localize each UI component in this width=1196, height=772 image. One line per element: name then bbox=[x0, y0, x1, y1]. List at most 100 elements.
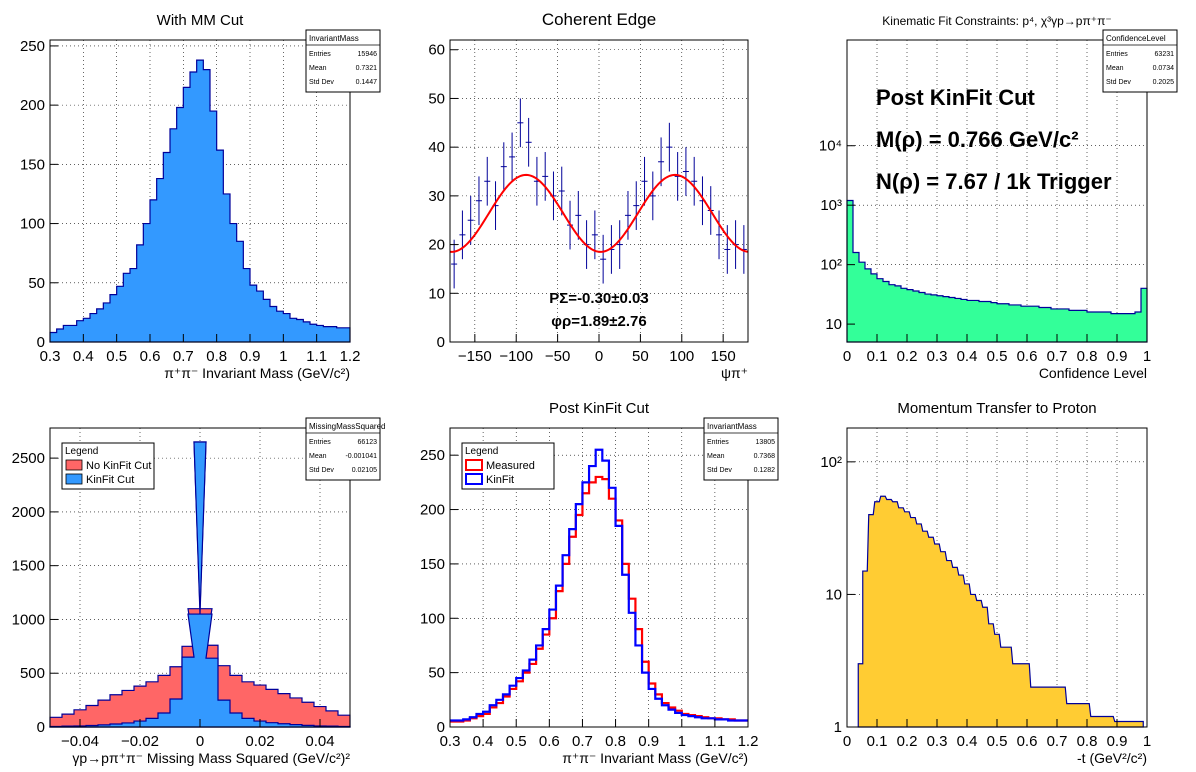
y-tick-label: 100 bbox=[20, 216, 45, 233]
x-tick-label: 0 bbox=[595, 348, 603, 365]
y-tick-label: 10 bbox=[428, 285, 445, 302]
y-tick-label: 0 bbox=[437, 719, 445, 736]
y-tick-label: 1500 bbox=[12, 558, 45, 575]
stats-name: InvariantMass bbox=[707, 422, 757, 431]
x-tick-label: 0.8 bbox=[206, 348, 227, 365]
x-tick-label: 0.9 bbox=[638, 733, 659, 750]
y-tick-label: 0 bbox=[37, 334, 45, 351]
x-tick-label: 0.4 bbox=[957, 348, 978, 365]
stats-key: Entries bbox=[309, 439, 331, 446]
x-tick-label: 0.9 bbox=[240, 348, 261, 365]
legend-label: KinFit Cut bbox=[86, 474, 134, 486]
x-tick-label: −0.02 bbox=[121, 733, 159, 750]
stats-key: Mean bbox=[309, 65, 327, 72]
stats-key: Std Dev bbox=[1106, 79, 1131, 86]
x-tick-label: 150 bbox=[711, 348, 736, 365]
x-tick-label: 0.7 bbox=[1047, 348, 1068, 365]
plot-p6: 0 0.1 0.2 0.3 0.4 0.5 0.6 0.7 0.8 0.9 1 1 10 10² Momen… bbox=[820, 400, 1151, 766]
stats-key: Entries bbox=[309, 51, 331, 58]
stats-value: 0.7368 bbox=[754, 453, 776, 460]
x-tick-label: 0 bbox=[843, 348, 851, 365]
stats-value: -0.001041 bbox=[345, 453, 377, 460]
x-axis-label: π⁺π⁻ Invariant Mass (GeV/c²) bbox=[562, 750, 748, 766]
series-p3-0 bbox=[846, 199, 1148, 343]
x-tick-label: 0.3 bbox=[440, 733, 461, 750]
series-p1-0 bbox=[49, 59, 351, 343]
x-tick-label: 1 bbox=[1143, 348, 1151, 365]
x-tick-label: 0.8 bbox=[1077, 733, 1098, 750]
stats-value: 66123 bbox=[358, 439, 378, 446]
x-tick-label: 0.9 bbox=[1107, 733, 1128, 750]
plot-frame bbox=[49, 39, 351, 343]
x-axis-label: ψπ⁺ bbox=[721, 365, 748, 381]
x-tick-label: 1.1 bbox=[704, 733, 725, 750]
legend-frame bbox=[461, 442, 555, 490]
x-tick-label: 0.5 bbox=[106, 348, 127, 365]
stats-value: 0.2025 bbox=[1153, 79, 1175, 86]
stats-key: Std Dev bbox=[309, 467, 334, 474]
chart-title: With MM Cut bbox=[157, 12, 245, 29]
annotation: φρ=1.89±2.76 bbox=[551, 313, 646, 330]
series-p5-0 bbox=[450, 475, 748, 723]
x-tick-label: −0.04 bbox=[61, 733, 99, 750]
annotation: PΣ=-0.30±0.03 bbox=[549, 290, 648, 307]
x-tick-label: 0.5 bbox=[987, 348, 1008, 365]
stats-key: Mean bbox=[707, 453, 725, 460]
x-tick-label: 100 bbox=[669, 348, 694, 365]
annotation: M(ρ) = 0.766 GeV/c² bbox=[876, 127, 1079, 152]
stats-box: ConfidenceLevel Entries 63231 Mean 0.0734 Std… bbox=[1102, 29, 1178, 93]
x-tick-label: 1 bbox=[279, 348, 287, 365]
x-axis-label: γp→pπ⁺π⁻ Missing Mass Squared (GeV/c²)² bbox=[72, 750, 350, 766]
series-p6-0 bbox=[857, 495, 1144, 728]
y-tick-label: 50 bbox=[428, 90, 445, 107]
annotation: Post KinFit Cut bbox=[876, 85, 1036, 110]
y-tick-label: 10² bbox=[820, 257, 842, 274]
x-tick-label: 0.7 bbox=[1047, 733, 1068, 750]
x-tick-label: 0.6 bbox=[140, 348, 161, 365]
stats-frame bbox=[1102, 29, 1178, 93]
stats-frame bbox=[703, 417, 779, 481]
y-tick-label: 30 bbox=[428, 188, 445, 205]
stats-name: ConfidenceLevel bbox=[1106, 34, 1166, 43]
x-tick-label: 0.9 bbox=[1107, 348, 1128, 365]
x-axis-label: Confidence Level bbox=[1039, 365, 1147, 381]
x-tick-label: 50 bbox=[632, 348, 649, 365]
stats-value: 0.0734 bbox=[1153, 65, 1175, 72]
stats-key: Entries bbox=[1106, 51, 1128, 58]
x-tick-label: 0.5 bbox=[506, 733, 527, 750]
y-tick-label: 250 bbox=[420, 447, 445, 464]
plot-frame bbox=[449, 427, 749, 728]
y-tick-label: 2000 bbox=[12, 504, 45, 521]
y-tick-label: 10 bbox=[825, 586, 842, 603]
x-tick-label: 0.6 bbox=[539, 733, 560, 750]
x-tick-label: 0 bbox=[843, 733, 851, 750]
x-tick-label: 0.3 bbox=[927, 348, 948, 365]
y-tick-label: 10 bbox=[825, 316, 842, 333]
x-tick-label: 0.5 bbox=[987, 733, 1008, 750]
y-tick-label: 10³ bbox=[820, 197, 842, 214]
x-tick-label: −100 bbox=[499, 348, 533, 365]
x-tick-label: 0.7 bbox=[173, 348, 194, 365]
chart-title: Kinematic Fit Constraints: p⁴, χ³γp→pπ⁺π… bbox=[882, 14, 1111, 28]
stats-value: 0.7321 bbox=[356, 65, 378, 72]
y-tick-label: 0 bbox=[437, 334, 445, 351]
legend-label: Measured bbox=[486, 460, 535, 472]
legend-swatch bbox=[65, 459, 83, 471]
x-axis-label: π⁺π⁻ Invariant Mass (GeV/c²) bbox=[164, 365, 350, 381]
x-tick-label: 0.4 bbox=[73, 348, 94, 365]
stats-value: 0.1447 bbox=[356, 79, 378, 86]
chart-title: Post KinFit Cut bbox=[549, 400, 650, 417]
y-tick-label: 0 bbox=[37, 719, 45, 736]
x-tick-label: 0.3 bbox=[40, 348, 61, 365]
x-tick-label: 1.2 bbox=[340, 348, 361, 365]
legend-label: KinFit bbox=[486, 474, 514, 486]
y-tick-label: 150 bbox=[20, 156, 45, 173]
legend-title: Legend bbox=[465, 446, 498, 457]
x-tick-label: 0.3 bbox=[927, 733, 948, 750]
y-tick-label: 250 bbox=[20, 38, 45, 55]
y-tick-label: 60 bbox=[428, 42, 445, 59]
stats-value: 13805 bbox=[756, 439, 776, 446]
plot-p3: 0 0.1 0.2 0.3 0.4 0.5 0.6 0.7 0.8 0.9 1 10 10² 10³ 10⁴… bbox=[819, 14, 1178, 381]
stats-box: InvariantMass Entries 15946 Mean 0.7321 Std D… bbox=[305, 29, 381, 93]
